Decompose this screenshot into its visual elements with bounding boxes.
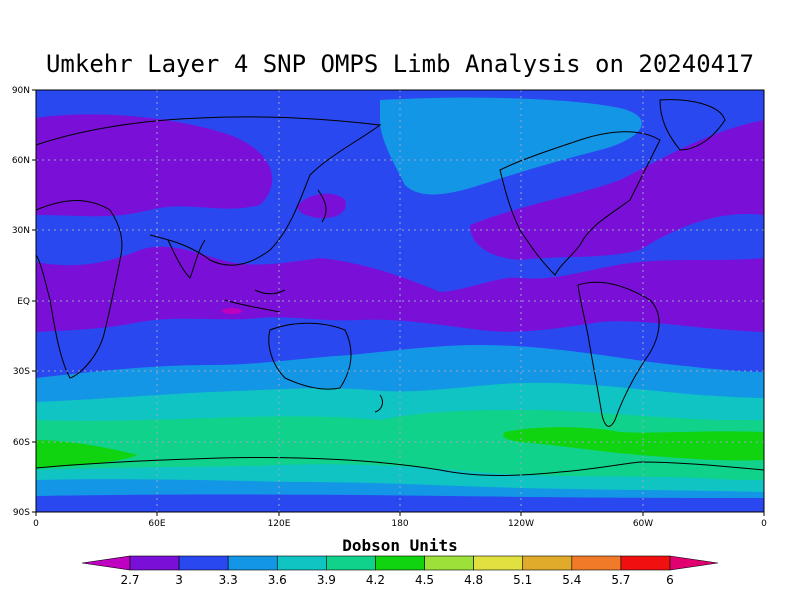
- colorbar-label: 5.4: [562, 573, 581, 587]
- colorbar-label: 5.7: [611, 573, 630, 587]
- colorbar-segment: [227, 555, 278, 571]
- ozone-band-3.3-antarctic: [36, 494, 764, 512]
- lat-tick-label: 90S: [13, 508, 30, 518]
- lon-tick-label: 120E: [268, 519, 291, 529]
- lon-axis: 0 60E 120E 180 120W 60W 0: [33, 512, 767, 529]
- colorbar-label: 3.3: [219, 573, 238, 587]
- lat-tick-label: 60N: [12, 156, 30, 166]
- coastline-eurasia: [35, 116, 382, 266]
- colorbar-segment: [178, 555, 229, 571]
- colorbar-label: 2.7: [120, 573, 139, 587]
- chart-title: Umkehr Layer 4 SNP OMPS Limb Analysis on…: [45, 50, 754, 78]
- coastline-greenland: [659, 99, 726, 151]
- ozone-band-4.2-antarctic-indian: [36, 440, 138, 468]
- colorbar-label: 3: [175, 573, 183, 587]
- ozone-band-3.0-north-america: [470, 120, 764, 260]
- colorbar-arrow-high: [669, 555, 719, 571]
- colorbar-segment: [473, 555, 524, 571]
- lat-tick-label: 90N: [12, 86, 30, 96]
- ozone-band-3.3-arctic: [380, 97, 642, 195]
- coastline-antarctica: [35, 457, 765, 476]
- lat-axis: 90N 60N 30N EQ 30S 60S 90S: [12, 86, 36, 518]
- colorbar-segment: [375, 555, 425, 571]
- lat-tick-label: 30S: [13, 367, 30, 377]
- colorbar-segment: [620, 555, 671, 571]
- coastline-australia: [268, 322, 352, 390]
- lon-tick-label: 0: [761, 519, 767, 529]
- colorbar-segment: [424, 555, 474, 571]
- lat-tick-label: 60S: [13, 438, 30, 448]
- lon-tick-label: 180: [391, 519, 408, 529]
- coastline-india: [167, 239, 206, 279]
- colorbar-arrow-low: [81, 555, 131, 571]
- colorbar-label: 3.6: [268, 573, 287, 587]
- colorbar-label: 4.8: [464, 573, 483, 587]
- coastline-africa: [35, 200, 123, 379]
- colorbar-segment: [276, 555, 327, 571]
- ozone-band-3.0-north-eurasia: [36, 114, 273, 217]
- colorbar-label: 4.2: [366, 573, 385, 587]
- lat-tick-label: EQ: [17, 297, 30, 307]
- colorbar-segment: [571, 555, 622, 571]
- grid: [36, 90, 764, 512]
- coastline-south-america: [577, 281, 660, 427]
- colorbar-label: 4.5: [415, 573, 434, 587]
- map-plot-area: [35, 89, 765, 513]
- colorbar-title: Dobson Units: [342, 536, 458, 555]
- lon-tick-label: 60E: [148, 519, 165, 529]
- ozone-band-2.7-speck: [222, 308, 242, 314]
- colorbar-label: 5.1: [513, 573, 532, 587]
- coastline-japan: [317, 189, 327, 223]
- lon-tick-label: 0: [33, 519, 39, 529]
- colorbar-segment: [129, 555, 180, 571]
- colorbar-segment: [326, 555, 376, 571]
- lat-tick-label: 30N: [12, 226, 30, 236]
- coastline-north-america: [499, 131, 661, 276]
- colorbar-label: 3.9: [317, 573, 336, 587]
- lon-tick-label: 60W: [633, 519, 653, 529]
- ozone-band-4.2-antarctic-atlantic: [503, 427, 764, 461]
- ozone-band-3.0-japan: [297, 193, 346, 219]
- colorbar-segment: [522, 555, 573, 571]
- colorbar: 2.7 3 3.3 3.6 3.9 4.2 4.5 4.8 5.1 5.4 5.7 6: [81, 555, 719, 587]
- coastlines: [35, 99, 765, 476]
- colorbar-label: 6: [666, 573, 674, 587]
- coastline-new-zealand: [374, 394, 383, 413]
- lon-tick-label: 120W: [508, 519, 534, 529]
